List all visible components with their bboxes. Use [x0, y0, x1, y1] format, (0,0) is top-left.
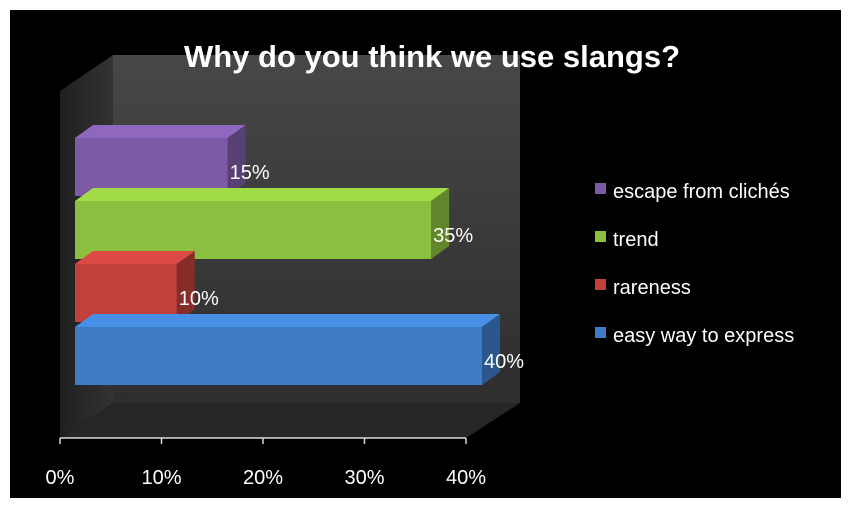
bar-escape-from-clich-s [75, 125, 246, 196]
bar-side-face [176, 251, 195, 322]
data-label-easy-way-to-express: 40% [484, 351, 524, 373]
x-tick-label: 10% [141, 467, 181, 489]
bar-top-face [75, 314, 500, 327]
legend-swatch [595, 327, 606, 338]
legend-swatch [595, 183, 606, 194]
chart-title: Why do you think we use slangs? [184, 39, 680, 74]
legend-item-escape-from-clich-s: escape from clichés [595, 181, 790, 203]
bar-easy-way-to-express [75, 314, 500, 385]
bar-rareness [75, 251, 195, 322]
bar-side-face [482, 314, 500, 385]
x-tick-label: 20% [243, 467, 283, 489]
legend-swatch [595, 231, 606, 242]
bar-trend [75, 188, 450, 259]
data-label-trend: 35% [433, 225, 473, 247]
bar-top-face [75, 125, 246, 138]
x-axis-tick-labels: 0% 10% 20% 30% 40% [46, 467, 487, 489]
x-tick-label: 40% [446, 467, 486, 489]
chart-frame: 15% 35% 10% 40% 0% 10% 20% 30% 40% escape from … [10, 10, 841, 498]
legend-item-trend: trend [595, 229, 659, 251]
data-labels: 15% 35% 10% 40% [179, 162, 524, 373]
x-tick-label: 30% [344, 467, 384, 489]
floor [60, 403, 520, 438]
bar-front-face [75, 138, 228, 196]
bar-side-face [431, 188, 450, 259]
bars [75, 125, 500, 385]
bar-front-face [75, 327, 482, 385]
bar-top-face [75, 251, 195, 264]
x-axis-ticks [59, 438, 467, 444]
data-label-rareness: 10% [179, 288, 219, 310]
bar-front-face [75, 264, 177, 322]
legend-label: rareness [613, 277, 691, 299]
legend-item-rareness: rareness [595, 277, 691, 299]
data-label-escape-from-clich-s: 15% [230, 162, 270, 184]
bar-top-face [75, 188, 450, 201]
bar-side-face [227, 125, 246, 196]
bar-chart: 15% 35% 10% 40% 0% 10% 20% 30% 40% escape from … [46, 39, 795, 489]
legend-swatch [595, 279, 606, 290]
legend-label: trend [613, 229, 659, 251]
legend-label: escape from clichés [613, 181, 790, 203]
legend: escape from clichés trend rareness easy way… [595, 181, 794, 347]
x-tick-label: 0% [46, 467, 75, 489]
legend-item-easy-way-to-express: easy way to express [595, 325, 794, 347]
legend-label: easy way to express [613, 325, 794, 347]
bar-front-face [75, 201, 432, 259]
